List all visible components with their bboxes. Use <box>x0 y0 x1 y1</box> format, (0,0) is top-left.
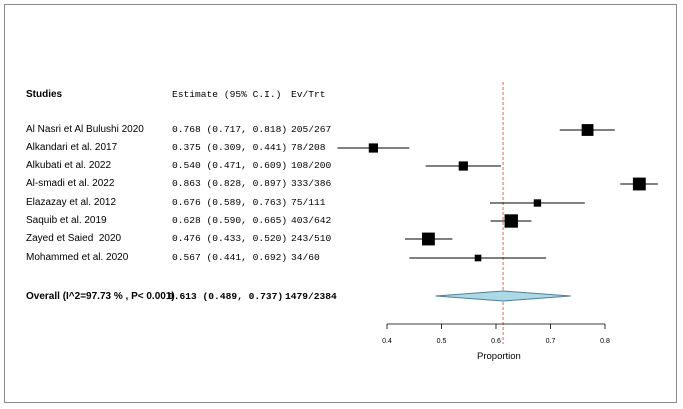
study-name: Zayed et Saied 2020 <box>26 233 122 244</box>
x-axis-tick-label: 0.8 <box>600 338 610 345</box>
study-estimate: 0.375 (0.309, 0.441) <box>172 142 288 153</box>
x-axis-label: Proportion <box>477 351 521 362</box>
estimate-box <box>458 161 468 171</box>
study-evtrt: 78/208 <box>291 142 326 153</box>
overall-evtrt: 1479/2384 <box>285 291 337 302</box>
header-evtrt: Ev/Trt <box>291 89 326 100</box>
study-name: Mohammed et al. 2020 <box>26 252 129 263</box>
study-evtrt: 108/200 <box>291 160 332 171</box>
study-name: Al-smadi et al. 2022 <box>26 178 115 189</box>
study-estimate: 0.628 (0.590, 0.665) <box>172 215 288 226</box>
study-evtrt: 34/60 <box>291 252 320 263</box>
study-name: Saquib et al. 2019 <box>26 215 107 226</box>
study-evtrt: 75/111 <box>291 197 326 208</box>
header-studies: Studies <box>26 89 63 100</box>
estimate-box <box>474 254 482 262</box>
estimate-box <box>632 177 646 191</box>
overall-label: Overall (I^2=97.73 % , P< 0.001) <box>26 291 175 302</box>
overall-diamond <box>435 290 571 302</box>
estimate-box <box>504 214 518 228</box>
study-estimate: 0.676 (0.589, 0.763) <box>172 197 288 208</box>
study-name: Alkandari et al. 2017 <box>26 142 118 153</box>
study-estimate: 0.768 (0.717, 0.818) <box>172 124 288 135</box>
x-axis-tick-label: 0.6 <box>491 338 501 345</box>
study-evtrt: 403/642 <box>291 215 332 226</box>
estimate-box <box>422 232 435 246</box>
x-axis-tick-label: 0.7 <box>546 338 556 345</box>
study-estimate: 0.863 (0.828, 0.897) <box>172 178 288 189</box>
x-axis-tick-label: 0.4 <box>382 338 392 345</box>
study-estimate: 0.476 (0.433, 0.520) <box>172 233 288 244</box>
study-estimate: 0.540 (0.471, 0.609) <box>172 160 288 171</box>
estimate-box <box>581 124 594 136</box>
estimate-box <box>368 143 378 153</box>
estimate-box <box>533 199 542 207</box>
study-evtrt: 243/510 <box>291 233 332 244</box>
study-name: Al Nasri et Al Bulushi 2020 <box>26 124 144 135</box>
overall-estimate: 0.613 (0.489, 0.737) <box>168 291 284 302</box>
header-estimate: Estimate (95% C.I.) <box>172 89 282 100</box>
study-name: Elazazay et al. 2012 <box>26 197 117 208</box>
study-name: Alkubati et al. 2022 <box>26 160 112 171</box>
study-evtrt: 333/386 <box>291 178 332 189</box>
study-estimate: 0.567 (0.441, 0.692) <box>172 252 288 263</box>
x-axis-tick-label: 0.5 <box>437 338 447 345</box>
study-evtrt: 205/267 <box>291 124 332 135</box>
